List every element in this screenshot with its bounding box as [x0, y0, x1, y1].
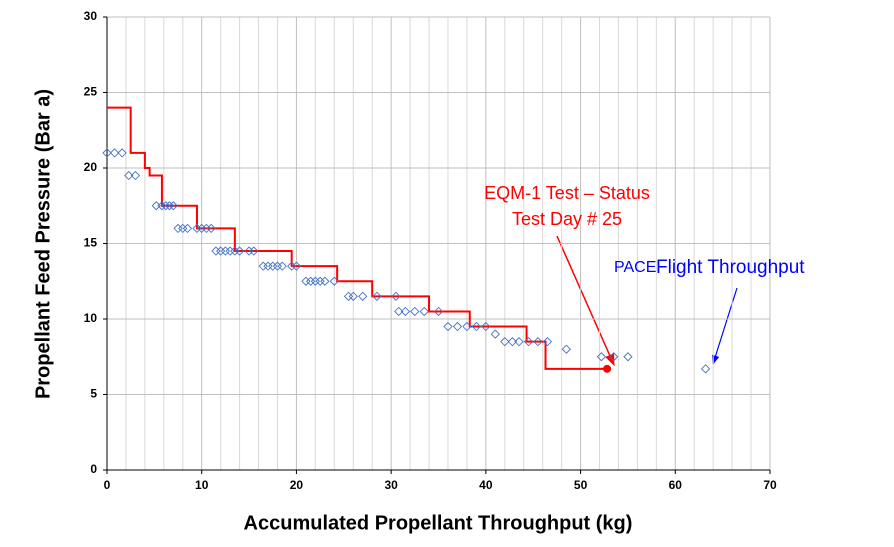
- x-tick-label: 60: [669, 478, 683, 492]
- point: [623, 352, 633, 362]
- point: [500, 337, 510, 347]
- annotation: EQM-1 Test – Status: [484, 183, 650, 203]
- y-tick-label: 25: [84, 85, 98, 99]
- point: [157, 201, 167, 211]
- point: [263, 261, 273, 271]
- point: [258, 261, 268, 271]
- x-tick-label: 10: [195, 478, 209, 492]
- point: [410, 306, 420, 317]
- point: [173, 223, 183, 234]
- point: [206, 223, 216, 234]
- y-tick-label: 15: [84, 236, 98, 250]
- point: [394, 306, 404, 317]
- point: [168, 201, 178, 211]
- point: [301, 276, 311, 286]
- point: [514, 337, 524, 347]
- point: [391, 291, 401, 301]
- point: [182, 223, 193, 234]
- point: [124, 170, 134, 181]
- point: [268, 261, 278, 271]
- x-tick-label: 30: [384, 478, 398, 492]
- x-tick-label: 70: [763, 478, 777, 492]
- point: [561, 344, 572, 354]
- point: [700, 364, 711, 374]
- point: [609, 352, 619, 362]
- annotation: PACE: [614, 259, 656, 276]
- point: [533, 337, 543, 347]
- end-point: [603, 364, 612, 373]
- point: [400, 306, 410, 317]
- point: [320, 276, 330, 286]
- x-tick-label: 20: [290, 478, 304, 492]
- point: [523, 337, 534, 347]
- x-tick-label: 40: [479, 478, 493, 492]
- point: [471, 321, 482, 332]
- point: [481, 321, 491, 332]
- step-line: [107, 106, 608, 370]
- point: [220, 246, 231, 256]
- point: [343, 291, 354, 301]
- y-tick-label: 5: [90, 387, 97, 401]
- point: [234, 246, 245, 256]
- point: [164, 201, 175, 211]
- point: [462, 321, 472, 332]
- point: [372, 291, 382, 301]
- point: [102, 148, 112, 158]
- arrow: [556, 235, 615, 367]
- annotation: Flight Throughput: [656, 257, 805, 278]
- point: [225, 246, 235, 256]
- x-tick-label: 0: [104, 478, 111, 492]
- x-tick-label: 50: [574, 478, 588, 492]
- point: [151, 201, 161, 211]
- point: [305, 276, 316, 286]
- point: [419, 306, 429, 317]
- point: [161, 201, 171, 211]
- annotation: Test Day # 25: [512, 209, 622, 229]
- point: [109, 148, 120, 158]
- y-tick-label: 10: [84, 311, 98, 325]
- point: [596, 352, 607, 362]
- point: [433, 306, 444, 317]
- point: [542, 337, 553, 347]
- point: [117, 148, 127, 158]
- point: [452, 321, 463, 332]
- point: [358, 291, 368, 301]
- y-axis-title: Propellant Feed Pressure (Bar a): [32, 89, 54, 399]
- point: [443, 321, 453, 332]
- x-axis-title: Accumulated Propellant Throughput (kg): [244, 512, 633, 534]
- arrow: [711, 287, 738, 365]
- y-tick-label: 20: [84, 160, 98, 174]
- point: [249, 246, 259, 256]
- point: [507, 337, 518, 347]
- y-tick-label: 30: [84, 9, 98, 23]
- point: [348, 291, 358, 301]
- point: [130, 170, 141, 181]
- y-tick-label: 0: [90, 462, 97, 476]
- point: [315, 276, 325, 286]
- point: [329, 276, 339, 286]
- point: [277, 261, 287, 271]
- point: [211, 246, 221, 256]
- point: [490, 329, 500, 339]
- point: [291, 261, 302, 271]
